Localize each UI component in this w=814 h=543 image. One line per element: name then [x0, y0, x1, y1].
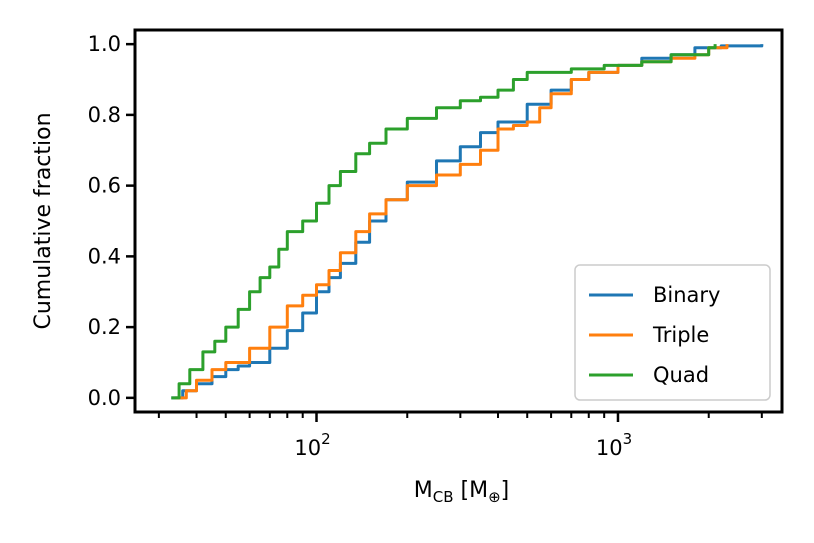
- y-tick-label: 0.4: [88, 244, 121, 268]
- y-tick-label: 0.6: [88, 174, 121, 198]
- x-axis-label: MCB [M⊕]: [414, 478, 509, 506]
- legend-label-binary: Binary: [653, 283, 720, 307]
- legend-label-quad: Quad: [653, 363, 709, 387]
- y-tick-label: 0.0: [88, 386, 121, 410]
- y-tick-label: 0.2: [88, 315, 121, 339]
- x-axis-label-unit-open: [M: [454, 478, 489, 503]
- x-tick-label: 103: [596, 430, 632, 460]
- series-line-triple: [175, 44, 729, 400]
- ticks-layer: 0.0 0.2 0.4 0.6 0.8 1.0 102 103: [88, 32, 763, 460]
- series-layer: [171, 44, 764, 400]
- x-tick-label: 102: [294, 430, 330, 460]
- y-axis-label: Cumulative fraction: [31, 112, 56, 329]
- series-line-quad: [171, 44, 717, 400]
- x-axis-label-unit-close: ]: [501, 478, 510, 503]
- legend: Binary Triple Quad: [574, 264, 771, 401]
- legend-label-triple: Triple: [652, 323, 709, 347]
- x-axis-label-unit-sub: ⊕: [488, 488, 501, 506]
- y-tick-label: 1.0: [88, 32, 121, 56]
- x-axis-label-main: M: [414, 478, 433, 503]
- y-tick-label: 0.8: [88, 103, 121, 127]
- legend-box: [574, 264, 771, 401]
- axes-frame: [133, 28, 784, 414]
- x-axis-label-sub: CB: [433, 488, 454, 506]
